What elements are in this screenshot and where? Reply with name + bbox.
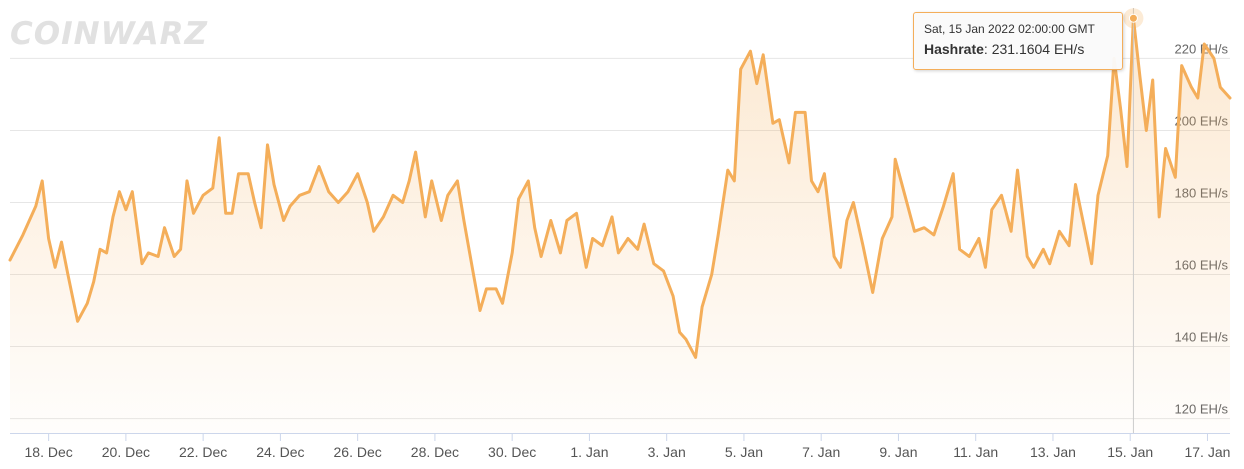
x-tick-label: 3. Jan xyxy=(648,444,686,460)
x-tick-label: 30. Dec xyxy=(488,444,536,460)
x-tick-label: 7. Jan xyxy=(802,444,840,460)
y-tick-label: 220 EH/s xyxy=(1175,41,1229,56)
data-tooltip: Sat, 15 Jan 2022 02:00:00 GMT Hashrate: … xyxy=(913,12,1123,70)
x-tick-label: 20. Dec xyxy=(102,444,150,460)
x-tick-label: 13. Jan xyxy=(1030,444,1076,460)
tooltip-date: Sat, 15 Jan 2022 02:00:00 GMT xyxy=(924,22,1095,36)
x-tick-label: 1. Jan xyxy=(570,444,608,460)
x-tick-label: 18. Dec xyxy=(25,444,73,460)
x-tick-label: 5. Jan xyxy=(725,444,763,460)
x-tick-label: 22. Dec xyxy=(179,444,227,460)
x-tick-label: 28. Dec xyxy=(411,444,459,460)
x-tick-label: 9. Jan xyxy=(879,444,917,460)
x-tick-label: 26. Dec xyxy=(334,444,382,460)
hashrate-area-fill xyxy=(10,18,1230,433)
x-tick-label: 15. Jan xyxy=(1107,444,1153,460)
hashrate-series-line[interactable] xyxy=(8,16,1232,359)
x-tick-label: 17. Jan xyxy=(1184,444,1230,460)
x-tick-label: 11. Jan xyxy=(953,444,998,460)
tooltip-series-label: Hashrate xyxy=(924,41,984,57)
highlight-point-marker[interactable] xyxy=(1128,13,1138,23)
tooltip-value: 231.1604 EH/s xyxy=(991,41,1085,57)
tooltip-value-row: Hashrate: 231.1604 EH/s xyxy=(924,41,1085,57)
x-tick-label: 24. Dec xyxy=(256,444,304,460)
coinwarz-watermark: COINWARZ xyxy=(10,16,208,52)
x-axis-ticks: 18. Dec 20. Dec 22. Dec 24. Dec 26. Dec 28. D… xyxy=(25,433,1230,460)
